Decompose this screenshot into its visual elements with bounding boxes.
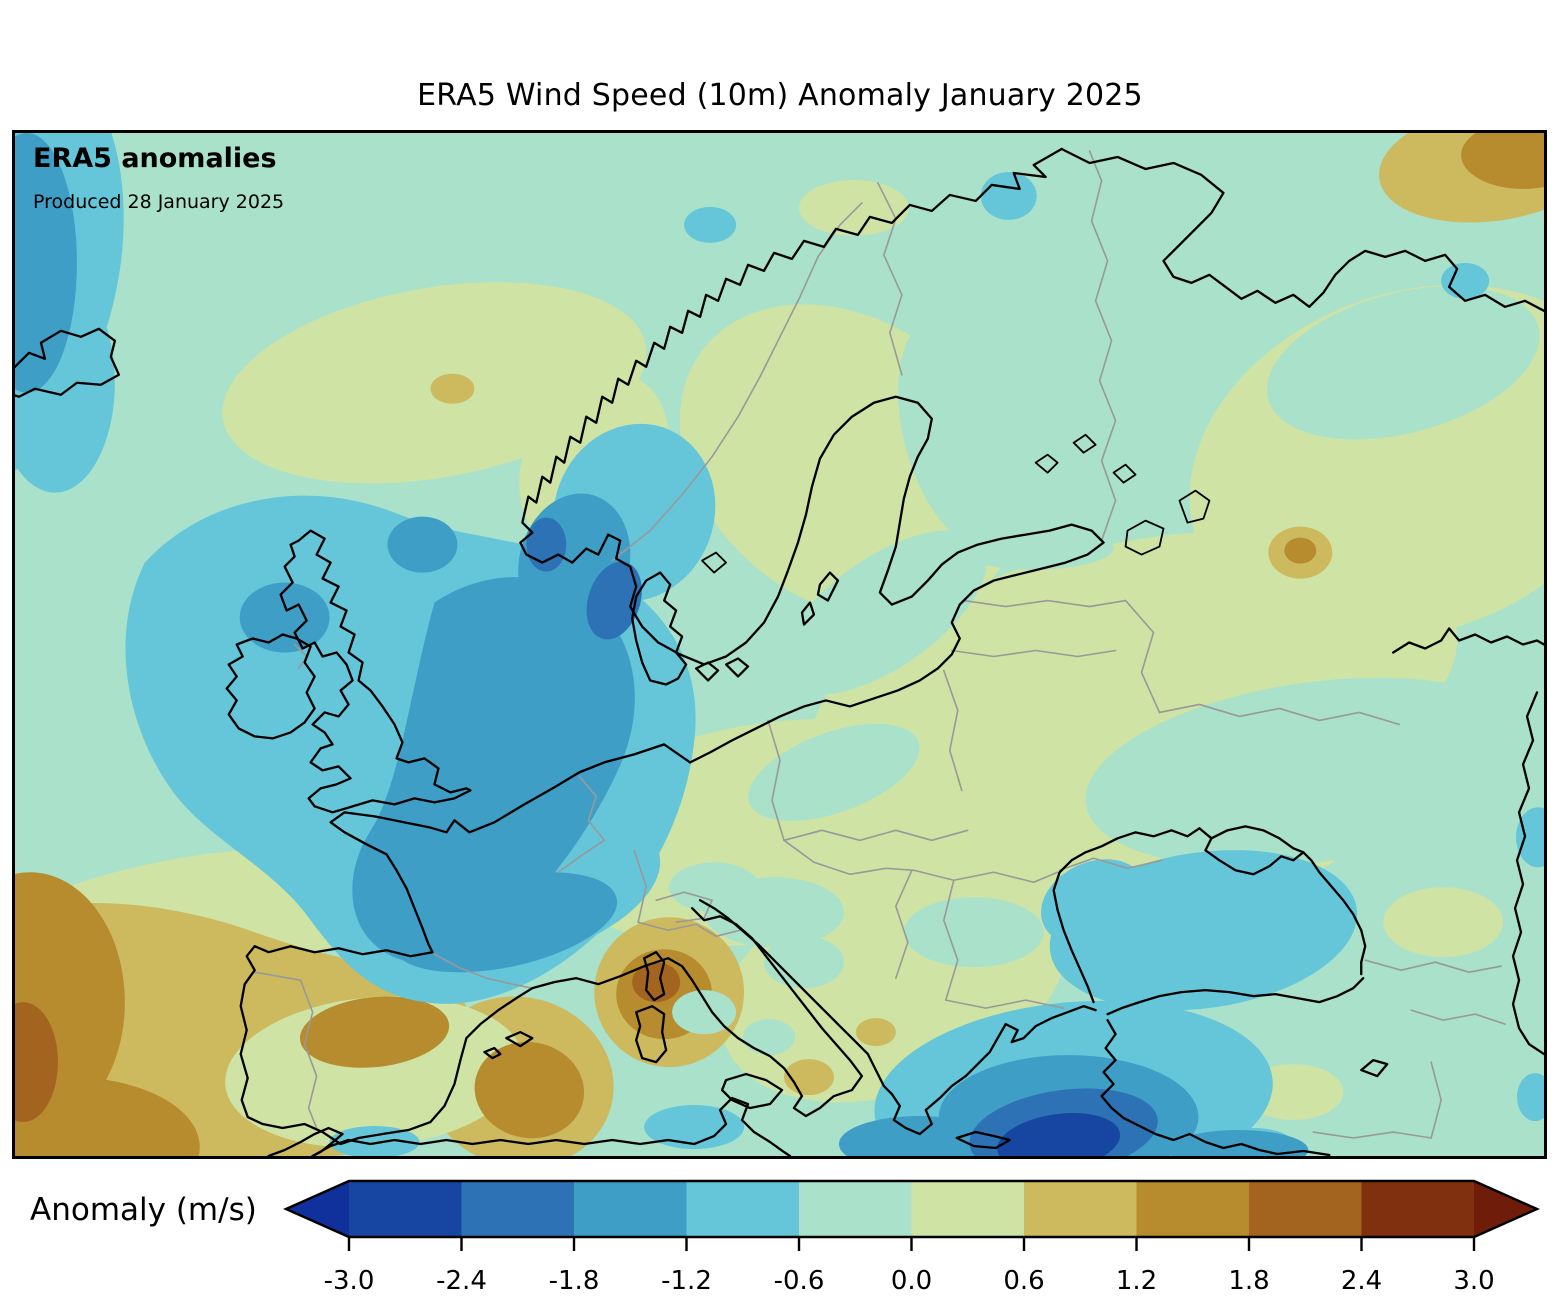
map-produced-date: Produced 28 January 2025: [33, 191, 285, 213]
colorbar-segment: [686, 1181, 800, 1237]
anomaly-region: [1133, 202, 1314, 343]
anomaly-region: [1085, 677, 1542, 867]
colorbar-tick-label: 2.4: [1341, 1266, 1382, 1296]
anomaly-region: [1516, 807, 1544, 868]
anomaly-region: [15, 1077, 200, 1156]
colorbar-tick-label: -2.4: [436, 1266, 487, 1296]
colorbar-segment: [1136, 1181, 1250, 1237]
anomaly-region: [1284, 537, 1317, 564]
anomaly-region: [352, 577, 635, 963]
anomaly-region: [743, 1019, 795, 1056]
colorbar-arrow-high: [1474, 1181, 1537, 1237]
anomaly-region: [684, 206, 737, 243]
anomaly-region: [387, 516, 458, 573]
anomaly-region: [748, 723, 920, 821]
anomaly-region: [1266, 286, 1540, 440]
colorbar-label: Anomaly (m/s): [30, 1192, 257, 1228]
figure-title: ERA5 Wind Speed (10m) Anomaly January 20…: [417, 78, 1143, 113]
colorbar: -3.0 -2.4 -1.8 -1.2 -0.6 0.0 0.6 1.2 1.8 2.4 3.0: [283, 1179, 1540, 1296]
anomaly-region: [430, 373, 475, 404]
colorbar-tick-label: 0.0: [891, 1266, 932, 1296]
europe-anomaly-map: [15, 133, 1544, 1156]
anomaly-region: [1441, 262, 1490, 299]
anomaly-region: [855, 1018, 896, 1047]
colorbar-tick-label: 1.8: [1228, 1266, 1269, 1296]
anomaly-region: [764, 936, 844, 989]
colorbar-tick-label: 0.6: [1003, 1266, 1044, 1296]
colorbar-tick-label: -1.8: [549, 1266, 600, 1296]
anomaly-region: [669, 862, 760, 913]
colorbar-tick-label: 3.0: [1453, 1266, 1494, 1296]
map-frame: ERA5 anomalies Produced 28 January 2025: [12, 130, 1547, 1159]
anomaly-region: [1168, 1130, 1309, 1156]
anomaly-region: [997, 1113, 1121, 1156]
colorbar-arrow-low: [286, 1181, 349, 1237]
anomaly-region: [980, 171, 1037, 220]
anomaly-region: [239, 582, 330, 653]
colorbar-tick-label: -0.6: [774, 1266, 825, 1296]
colorbar-segment: [574, 1181, 688, 1237]
anomaly-region: [474, 1041, 585, 1139]
colorbar-segment: [461, 1181, 575, 1237]
anomaly-region: [898, 315, 1030, 550]
anomaly-region: [1041, 859, 1147, 946]
anomaly-region: [1461, 133, 1544, 189]
anomaly-region: [15, 1002, 58, 1123]
colorbar-segment: [1249, 1181, 1363, 1237]
anomaly-region: [586, 561, 642, 640]
anomaly-fill-regions: [15, 133, 1544, 1156]
map-heading: ERA5 anomalies: [33, 143, 277, 174]
anomaly-region: [391, 872, 618, 973]
anomaly-region: [526, 517, 567, 572]
anomaly-region: [903, 897, 1044, 968]
anomaly-region: [299, 996, 450, 1068]
colorbar-segment: [349, 1181, 463, 1237]
colorbar-tick-label: -3.0: [324, 1266, 375, 1296]
colorbar-tick-label: 1.2: [1116, 1266, 1157, 1296]
colorbar-tick-label: -1.2: [661, 1266, 712, 1296]
lakes: [701, 433, 1211, 574]
coastlines: [15, 147, 1544, 1156]
colorbar-segment: [911, 1181, 1025, 1237]
anomaly-region: [644, 1105, 745, 1150]
colorbar-segment: [799, 1181, 913, 1237]
anomaly-region: [632, 962, 681, 1003]
anomaly-region: [329, 1126, 420, 1156]
colorbar-segment: [1024, 1181, 1138, 1237]
colorbar-segment: [1361, 1181, 1475, 1237]
anomaly-region: [838, 1116, 999, 1156]
anomaly-region: [1383, 887, 1504, 958]
anomaly-region: [798, 179, 909, 236]
anomaly-region: [15, 133, 77, 393]
anomaly-region: [225, 996, 524, 1148]
anomaly-region: [1517, 1073, 1544, 1122]
